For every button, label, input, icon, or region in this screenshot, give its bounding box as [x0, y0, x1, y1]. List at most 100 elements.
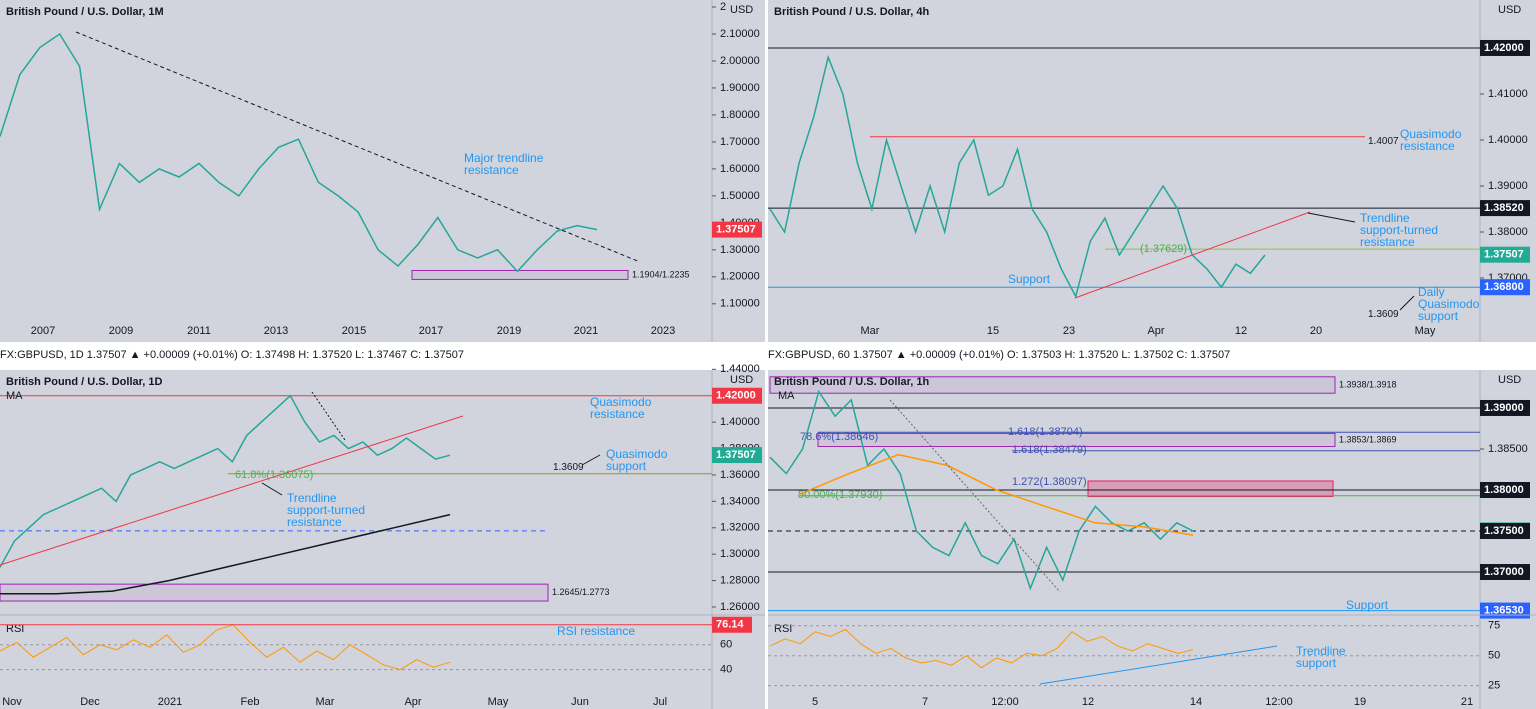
y-tick-label: 1.28000 [720, 574, 760, 586]
x-tick-label: Jul [653, 696, 667, 708]
annotation: 1.4007 [1368, 136, 1399, 147]
price-badge-label: 1.42000 [716, 390, 756, 402]
y-tick-label: 1.38000 [1488, 226, 1528, 238]
x-tick-label: 2015 [342, 325, 366, 337]
price-badge-label: 1.42000 [1484, 42, 1524, 54]
panel-background [0, 0, 765, 342]
trendline [311, 391, 346, 441]
x-tick-label: Nov [2, 696, 22, 708]
trendline [1074, 211, 1311, 299]
zone-label: 1.3853/1.3869 [1339, 434, 1397, 444]
y-tick-label: 1.26000 [720, 601, 760, 613]
zone-label: 1.1904/1.2235 [632, 269, 690, 279]
y-tick-label: 2.10000 [720, 28, 760, 40]
price-badge-label: 1.39000 [1484, 402, 1524, 414]
currency-label: USD [730, 374, 753, 386]
price-line [0, 394, 451, 568]
rsi-tick-label: 60 [720, 639, 732, 651]
annotation: Support [1008, 272, 1051, 286]
price-badge [712, 221, 762, 238]
x-tick-label: 15 [987, 325, 999, 337]
annotation: 61.8%(1.36075) [235, 469, 314, 481]
zone [817, 432, 1336, 448]
x-tick-label: 21 [1461, 696, 1473, 708]
price-badge [1480, 564, 1530, 581]
x-tick-label: 12:00 [1265, 696, 1293, 708]
moving-average [0, 513, 451, 595]
trendline [0, 415, 464, 566]
y-tick-label: 2 [720, 1, 726, 13]
x-tick-label: 5 [812, 696, 818, 708]
price-badge-label: 1.37000 [1484, 566, 1524, 578]
panel-title: British Pound / U.S. Dollar, 4h [774, 6, 930, 18]
y-tick-label: 1.36000 [720, 469, 760, 481]
annotation: MA [778, 390, 795, 402]
zone [411, 269, 629, 280]
annotation: 1.3609 [553, 462, 584, 473]
annotation: 50.00%(1.37930) [798, 489, 883, 501]
y-tick-label: 1.20000 [720, 271, 760, 283]
ticker-header: FX:GBPUSD, 60 1.37507 ▲ +0.00009 (+0.01%… [768, 349, 1231, 361]
price-badge [1480, 481, 1530, 498]
arrow [261, 482, 283, 496]
price-badge [1480, 246, 1530, 263]
x-tick-label: Jun [571, 696, 589, 708]
panel-background [0, 370, 765, 709]
price-badge-label: 1.37507 [716, 449, 756, 461]
panel-title: British Pound / U.S. Dollar, 1M [6, 6, 164, 18]
zone-label: 1.2645/1.2773 [552, 587, 610, 597]
x-tick-label: 2019 [497, 325, 521, 337]
price-line [769, 389, 1194, 591]
annotation: Trendline support-turned resistance [1360, 211, 1439, 249]
x-tick-label: Feb [241, 696, 260, 708]
x-tick-label: 23 [1063, 325, 1075, 337]
annotation: Trendline support-turned resistance [287, 491, 366, 529]
y-tick-label: 1.10000 [720, 298, 760, 310]
rsi-tick-label: 25 [1488, 680, 1500, 692]
annotation: 78.6%(1.38646) [800, 431, 879, 443]
rsi-tick-label: 50 [1488, 650, 1500, 662]
x-tick-label: 2009 [109, 325, 133, 337]
x-tick-label: Mar [316, 696, 335, 708]
annotation: 1.3609 [1368, 309, 1399, 320]
rsi-tick-label: 40 [720, 664, 732, 676]
x-tick-label: 2007 [31, 325, 55, 337]
price-badge [1480, 279, 1530, 296]
x-tick-label: 2023 [651, 325, 675, 337]
zone-label: 1.3938/1.3918 [1339, 379, 1397, 389]
annotation: Quasimodo resistance [590, 395, 652, 421]
price-badge [1480, 523, 1530, 540]
x-tick-label: 12:00 [991, 696, 1019, 708]
price-badge [712, 387, 762, 404]
zone [1087, 480, 1334, 498]
panel-title: British Pound / U.S. Dollar, 1D [6, 376, 163, 388]
price-badge-label: 1.37507 [1484, 249, 1524, 261]
y-tick-label: 1.38500 [1488, 443, 1528, 455]
annotation: 1.272(1.38097) [1012, 476, 1087, 488]
x-tick-label: Apr [404, 696, 421, 708]
y-tick-label: 1.70000 [720, 136, 760, 148]
price-badge [1480, 200, 1530, 217]
y-tick-label: 1.34000 [720, 495, 760, 507]
rsi-line [0, 624, 451, 671]
rsi-badge-label: 76.14 [716, 619, 744, 631]
moving-average [799, 453, 1194, 536]
annotation: Daily Quasimodo support [1418, 285, 1480, 323]
x-tick-label: 12 [1235, 325, 1247, 337]
x-tick-label: 7 [922, 696, 928, 708]
annotation: Trendline support [1296, 644, 1346, 670]
x-tick-label: 2021 [158, 696, 182, 708]
annotation: RSI resistance [557, 624, 636, 638]
y-tick-label: 1.39000 [1488, 180, 1528, 192]
x-tick-label: May [1415, 325, 1436, 337]
annotation: MA [6, 390, 23, 402]
currency-label: USD [730, 4, 753, 16]
rsi-line [769, 628, 1194, 669]
price-badge-label: 1.37500 [1484, 525, 1524, 537]
currency-label: USD [1498, 374, 1521, 386]
price-line [769, 54, 1266, 299]
y-tick-label: 1.80000 [720, 109, 760, 121]
